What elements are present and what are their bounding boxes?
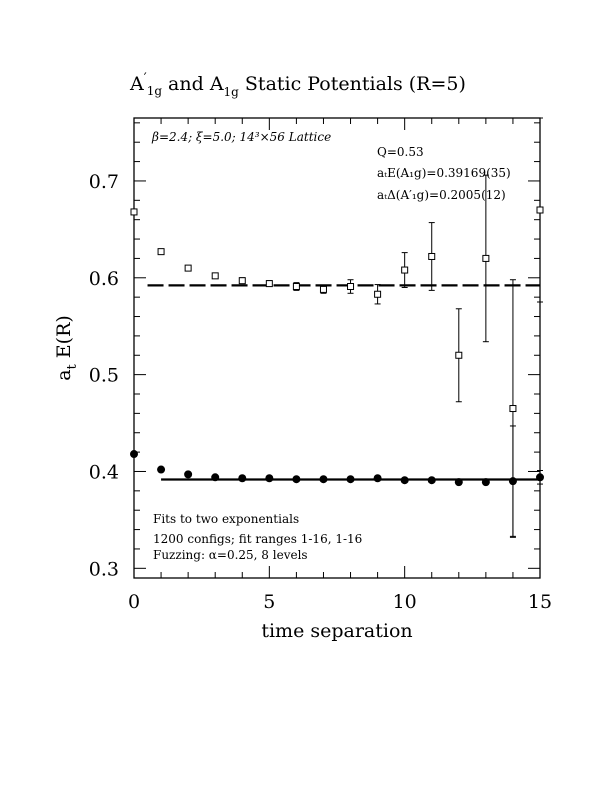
square-point	[428, 252, 436, 260]
circle-point	[238, 474, 247, 483]
y-tick-labels: 0.3 0.4 0.5 0.6 0.7	[89, 171, 119, 580]
plot-frame	[133, 117, 541, 579]
y-tick-label: 0.4	[89, 461, 119, 483]
fits-annotation-1: Fits to two exponentials	[153, 512, 299, 526]
circle-point	[292, 475, 301, 484]
circle-point	[373, 474, 382, 483]
circle-point	[481, 478, 490, 487]
axis-ticks	[133, 118, 541, 578]
square-point	[401, 266, 409, 274]
square-point	[292, 283, 300, 291]
square-point	[374, 290, 382, 298]
circle-point	[346, 475, 355, 484]
x-tick-label: 10	[393, 591, 417, 613]
circle-point	[400, 476, 409, 485]
square-point	[157, 248, 165, 256]
delta-annotation: aₜΔ(A′₁g)=0.2005(12)	[377, 188, 506, 202]
square-point	[265, 280, 273, 288]
x-tick-label: 0	[128, 591, 140, 613]
square-point	[130, 208, 138, 216]
chart-title: A′1g and A1g Static Potentials (R=5)	[129, 71, 466, 99]
x-axis-label: time separation	[261, 620, 412, 642]
square-point	[482, 254, 490, 262]
square-point	[536, 206, 544, 214]
circle-point	[211, 473, 220, 482]
circle-point	[454, 478, 463, 487]
circle-point	[508, 477, 517, 486]
q-annotation: Q=0.53	[377, 145, 424, 159]
circle-point	[130, 450, 138, 459]
circle-point	[157, 465, 166, 474]
x-tick-label: 5	[263, 591, 275, 613]
y-tick-label: 0.7	[89, 171, 119, 193]
x-tick-labels: 0 5 10 15	[128, 591, 552, 613]
square-point	[347, 283, 355, 291]
square-point	[455, 351, 463, 359]
x-tick-label: 15	[528, 591, 552, 613]
lattice-annotation: β=2.4; ξ=5.0; 14³×56 Lattice	[151, 130, 331, 144]
circle-point	[265, 474, 274, 483]
square-point	[184, 264, 192, 272]
fits-annotation-2: 1200 configs; fit ranges 1-16, 1-16	[153, 532, 362, 546]
circle-point	[427, 476, 436, 485]
fit-lines	[147, 284, 540, 481]
y-tick-label: 0.3	[89, 558, 119, 580]
y-tick-label: 0.5	[89, 365, 119, 387]
y-axis-label: at E(R)	[53, 315, 80, 381]
data-points	[130, 117, 544, 538]
energy-annotation: aₜE(A₁g)=0.39169(35)	[377, 166, 511, 180]
circle-point	[184, 470, 193, 479]
square-point	[319, 285, 327, 293]
y-tick-label: 0.6	[89, 268, 119, 290]
fits-annotation-3: Fuzzing: α=0.25, 8 levels	[153, 548, 308, 562]
square-point	[509, 405, 517, 413]
square-point	[238, 277, 246, 285]
circle-point	[536, 473, 544, 482]
square-point	[211, 272, 219, 280]
circle-point	[319, 475, 328, 484]
